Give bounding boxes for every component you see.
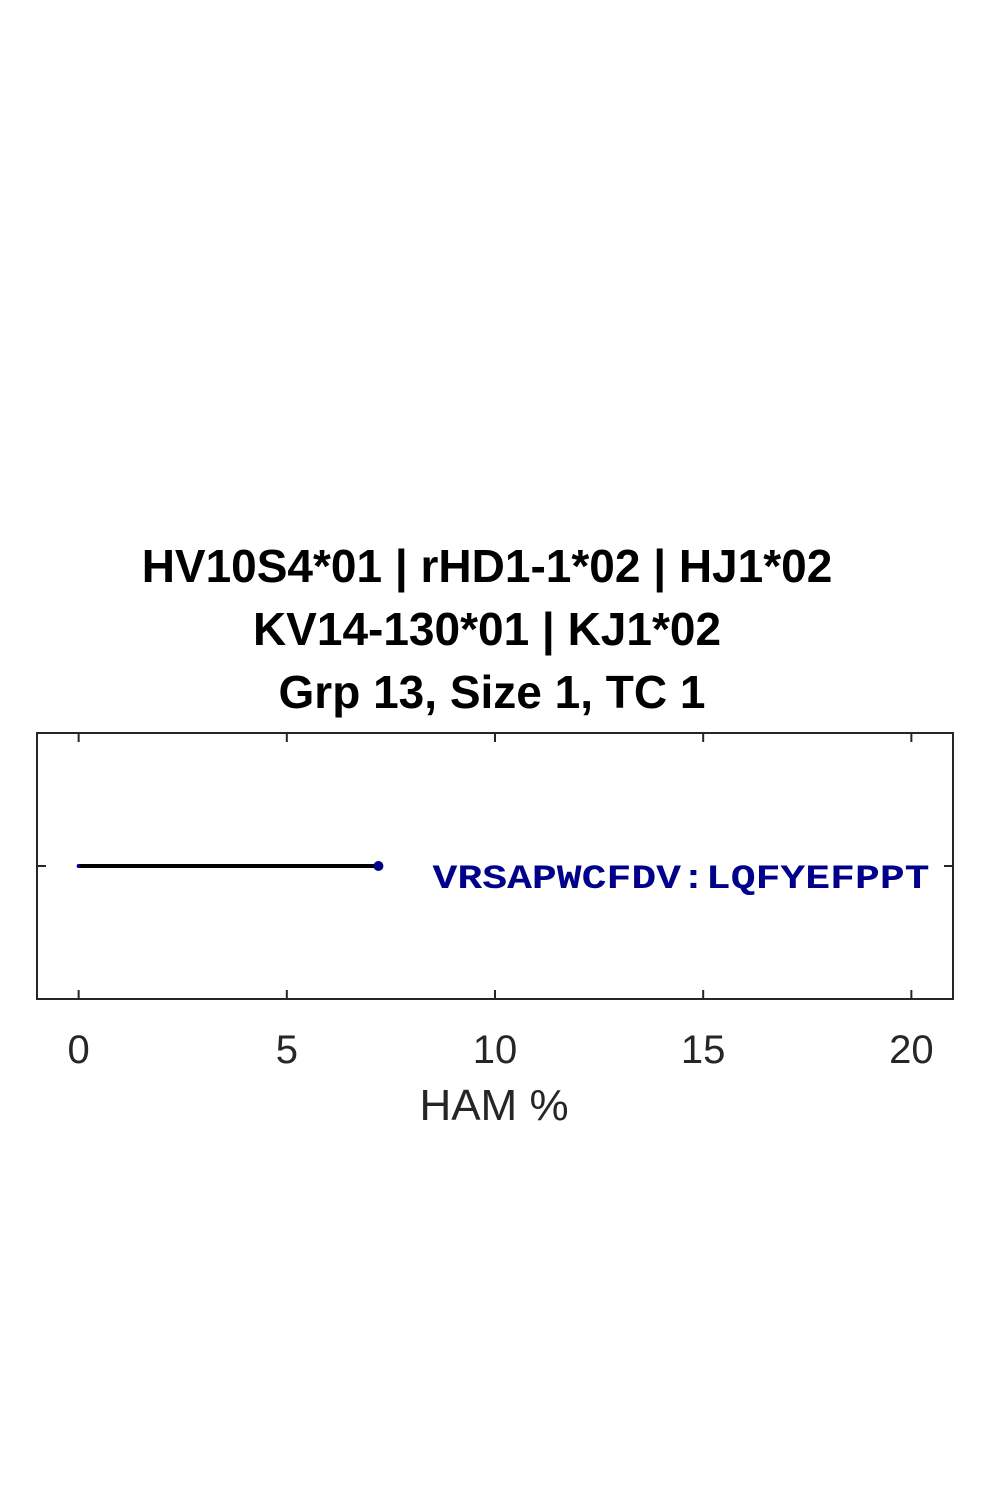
points-layer	[76, 861, 384, 871]
data-point-1	[373, 861, 384, 871]
annotation-layer: VRSAPWCFDV:LQFYEFPPT	[433, 861, 930, 899]
x-tick-label-4: 20	[889, 1028, 934, 1072]
x-tick-label-2: 10	[473, 1028, 518, 1072]
x-tick-label-3: 15	[681, 1028, 726, 1072]
x-tick-label-1: 5	[276, 1028, 298, 1072]
title-line-3: Grp 13, Size 1, TC 1	[279, 666, 706, 718]
title-line-2: KV14-130*01 | KJ1*02	[253, 603, 721, 655]
sequence-annotation-0: VRSAPWCFDV:LQFYEFPPT	[433, 861, 930, 899]
x-tick-label-0: 0	[68, 1028, 90, 1072]
x-ticks	[77, 733, 913, 999]
y-ticks	[37, 732, 953, 1000]
x-axis-label: HAM %	[419, 1081, 568, 1130]
data-point-0	[76, 864, 81, 868]
x-tick-labels: 0 5 10 15 20	[68, 1028, 934, 1072]
title-line-1: HV10S4*01 | rHD1-1*02 | HJ1*02	[142, 540, 833, 592]
chart-title: HV10S4*01 | rHD1-1*02 | HJ1*02 KV14-130*…	[142, 540, 833, 718]
